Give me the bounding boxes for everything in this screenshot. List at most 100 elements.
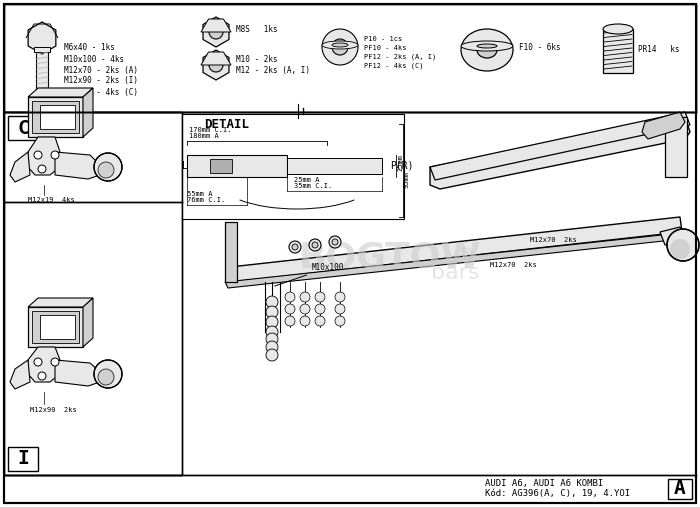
Bar: [603, 29, 633, 73]
Text: 76mm C.I.: 76mm C.I.: [187, 197, 225, 203]
Polygon shape: [660, 227, 685, 245]
Circle shape: [51, 151, 59, 159]
Polygon shape: [36, 50, 48, 98]
Text: M12x70  2ks: M12x70 2ks: [530, 237, 577, 243]
Text: DETAIL: DETAIL: [204, 118, 249, 131]
Bar: [665, 117, 687, 177]
Polygon shape: [430, 117, 690, 189]
Circle shape: [335, 292, 345, 302]
Polygon shape: [201, 52, 231, 65]
Text: F10 - 6ks: F10 - 6ks: [519, 44, 561, 53]
Polygon shape: [28, 347, 60, 382]
Text: M8S   1ks: M8S 1ks: [236, 25, 278, 34]
Circle shape: [266, 326, 278, 338]
Text: 35mm C.I.: 35mm C.I.: [294, 183, 332, 189]
Bar: [4, 112, 182, 475]
Circle shape: [38, 372, 46, 380]
Bar: [182, 114, 404, 219]
Ellipse shape: [477, 44, 497, 48]
Text: PR14   ks: PR14 ks: [638, 45, 680, 54]
Text: PF12 - 4ks (C): PF12 - 4ks (C): [364, 63, 424, 69]
Ellipse shape: [603, 24, 633, 34]
Circle shape: [332, 39, 348, 55]
Polygon shape: [36, 98, 48, 104]
Text: A: A: [674, 480, 686, 498]
Ellipse shape: [461, 41, 513, 51]
Circle shape: [266, 306, 278, 318]
Circle shape: [329, 236, 341, 248]
Circle shape: [266, 333, 278, 345]
Text: M12 - 2ks (A, I): M12 - 2ks (A, I): [236, 65, 310, 75]
Polygon shape: [83, 298, 93, 347]
Bar: [8, 447, 38, 471]
Circle shape: [285, 304, 295, 314]
Polygon shape: [201, 19, 231, 32]
Circle shape: [309, 239, 321, 251]
Circle shape: [289, 241, 301, 253]
Circle shape: [315, 304, 325, 314]
Circle shape: [312, 242, 318, 248]
Text: M12x90  2ks: M12x90 2ks: [30, 407, 77, 413]
Text: M12x70 - 2ks (A): M12x70 - 2ks (A): [64, 65, 138, 75]
Text: 95mm: 95mm: [404, 170, 410, 188]
Bar: [28, 97, 83, 137]
Circle shape: [98, 369, 114, 385]
Text: M12x90 - 2ks (I): M12x90 - 2ks (I): [64, 77, 138, 86]
Bar: [225, 222, 237, 282]
Text: P10 - 1cs: P10 - 1cs: [364, 36, 402, 42]
Bar: [32, 311, 79, 343]
Circle shape: [315, 292, 325, 302]
Text: C: C: [17, 119, 29, 137]
Text: bars: bars: [430, 263, 480, 283]
Polygon shape: [83, 88, 93, 137]
Circle shape: [94, 360, 122, 388]
Polygon shape: [28, 298, 93, 307]
Circle shape: [300, 316, 310, 326]
Bar: [287, 158, 382, 174]
Text: 25mm: 25mm: [397, 154, 403, 171]
Polygon shape: [10, 360, 30, 389]
Circle shape: [34, 151, 42, 159]
Text: L: L: [182, 161, 188, 171]
Circle shape: [94, 153, 122, 181]
Polygon shape: [28, 88, 93, 97]
Text: P(R): P(R): [390, 161, 414, 171]
Circle shape: [285, 292, 295, 302]
Circle shape: [332, 239, 338, 245]
Circle shape: [285, 316, 295, 326]
Bar: [210, 159, 232, 173]
Bar: [40, 105, 75, 129]
Circle shape: [209, 58, 223, 72]
Bar: [32, 101, 79, 133]
Text: M6x40 - 1ks: M6x40 - 1ks: [64, 44, 115, 53]
Ellipse shape: [477, 42, 497, 58]
Polygon shape: [10, 152, 30, 182]
Text: AUDI A6, AUDI A6 KOMBI: AUDI A6, AUDI A6 KOMBI: [485, 479, 603, 488]
Circle shape: [266, 349, 278, 361]
Ellipse shape: [322, 41, 358, 49]
Circle shape: [209, 25, 223, 39]
Text: M12x19 - 4ks (C): M12x19 - 4ks (C): [64, 88, 138, 96]
Text: 55mm A: 55mm A: [187, 191, 213, 197]
Text: M12x19  4ks: M12x19 4ks: [28, 197, 75, 203]
Bar: [4, 4, 696, 112]
Circle shape: [335, 304, 345, 314]
Circle shape: [300, 292, 310, 302]
Bar: [34, 47, 50, 52]
Circle shape: [315, 316, 325, 326]
Text: M10 - 2ks: M10 - 2ks: [236, 55, 278, 64]
Text: 180mm A: 180mm A: [189, 133, 218, 139]
Circle shape: [322, 29, 358, 65]
Bar: [40, 315, 75, 339]
Text: M12x70  2ks: M12x70 2ks: [490, 262, 537, 268]
Text: 25mm A: 25mm A: [294, 177, 319, 183]
Polygon shape: [203, 50, 229, 80]
Text: Kód: AG396(A, C), 19, 4.YOI: Kód: AG396(A, C), 19, 4.YOI: [485, 489, 630, 498]
Text: M10x100: M10x100: [274, 263, 344, 286]
Circle shape: [51, 358, 59, 366]
Circle shape: [667, 229, 699, 261]
Polygon shape: [28, 22, 56, 54]
Bar: [668, 479, 692, 499]
Circle shape: [300, 304, 310, 314]
Polygon shape: [55, 152, 100, 179]
